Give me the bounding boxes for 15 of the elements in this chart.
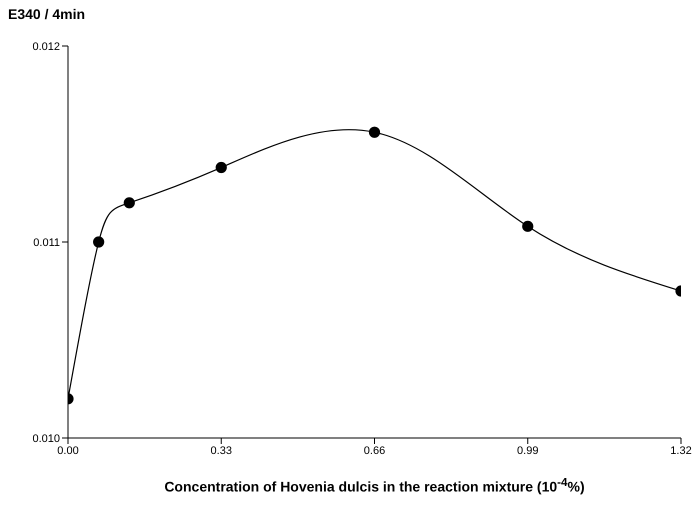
x-tick-label: 0.33 [210, 444, 232, 457]
y-axis-title: E340 / 4min [8, 6, 86, 22]
x-tick-label: 0.66 [364, 444, 386, 457]
point [216, 162, 227, 174]
y-tick-label: 0.011 [33, 236, 60, 249]
point [93, 236, 104, 248]
point [368, 126, 380, 138]
point [124, 197, 135, 208]
y-tick-label: 0.010 [32, 432, 60, 445]
x-tick-label: 1.32 [670, 444, 692, 457]
x-axis-title: Concentration of Hovenia dulcis in the reaction mixture (10$^{-4}$%) [163, 476, 586, 495]
x-tick-label: 0.99 [517, 444, 538, 457]
x-tick-label: 0.00 [57, 444, 79, 457]
point [522, 220, 534, 232]
y-tick-label: 0.012 [32, 40, 60, 53]
